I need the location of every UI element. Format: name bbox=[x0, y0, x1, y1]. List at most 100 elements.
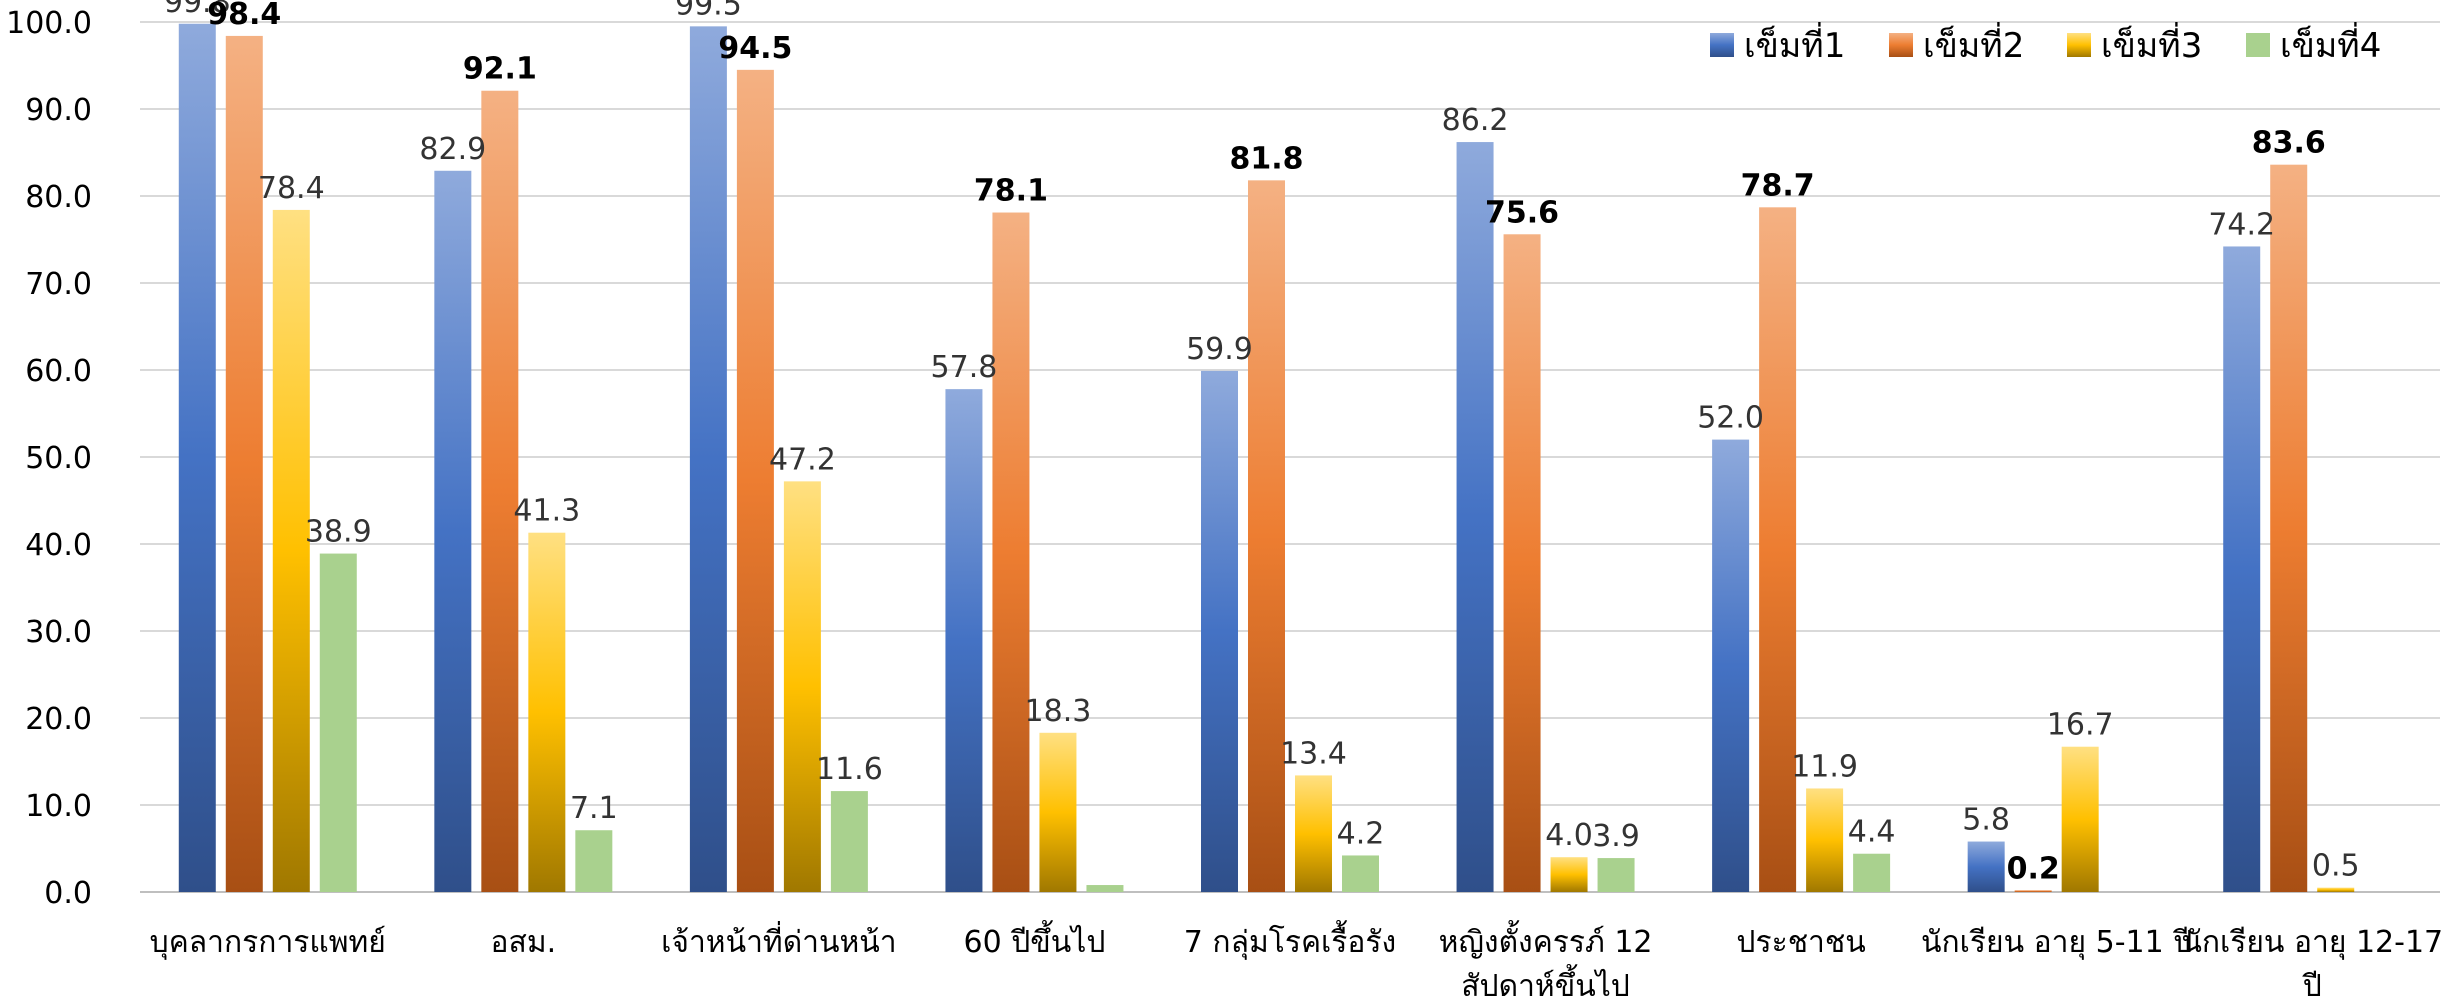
y-tick-label: 100.0 bbox=[6, 6, 92, 41]
category-label: ประชาชน bbox=[1736, 925, 1865, 960]
data-label: 81.8 bbox=[1229, 141, 1303, 176]
y-tick-label: 80.0 bbox=[25, 180, 92, 215]
bar bbox=[1967, 841, 2005, 892]
data-label: 75.6 bbox=[1485, 195, 1559, 230]
data-label: 74.2 bbox=[2208, 207, 2275, 242]
bar bbox=[272, 209, 310, 893]
data-label: 86.2 bbox=[1442, 103, 1509, 138]
y-tick-label: 30.0 bbox=[25, 615, 92, 650]
bar bbox=[1039, 732, 1077, 892]
bar bbox=[2061, 746, 2099, 892]
data-label: 98.4 bbox=[207, 0, 281, 32]
bar bbox=[783, 481, 821, 892]
y-axis-tick-labels: 0.0 10.0 20.0 30.0 40.0 50.0 60.0 70.0 80.0 90.0 1… bbox=[6, 6, 92, 911]
category-label: นักเรียน อายุ 5-11 ปี bbox=[1921, 925, 2192, 961]
data-label: 4.0 bbox=[1545, 818, 1593, 853]
bar bbox=[830, 791, 868, 892]
data-label: 82.9 bbox=[419, 132, 486, 167]
legend-swatch bbox=[2067, 33, 2091, 57]
bar bbox=[528, 532, 566, 892]
legend-label: เข็มที่2 bbox=[1923, 22, 2024, 66]
legend-item: เข็มที่1 bbox=[1710, 22, 1845, 66]
category-label: บุคลากรการแพทย์ bbox=[150, 925, 386, 961]
bar bbox=[575, 830, 613, 892]
data-label: 5.8 bbox=[1962, 803, 2010, 838]
bar bbox=[1295, 775, 1332, 892]
legend-swatch bbox=[1710, 33, 1734, 57]
data-label: 13.4 bbox=[1280, 736, 1347, 771]
bar bbox=[2317, 887, 2355, 892]
data-label: 59.9 bbox=[1186, 332, 1253, 367]
y-tick-label: 50.0 bbox=[25, 441, 92, 476]
bar bbox=[1248, 180, 1285, 893]
bar bbox=[1712, 439, 1750, 892]
bars bbox=[178, 23, 2355, 893]
y-tick-label: 40.0 bbox=[25, 528, 92, 563]
category-label: 60 ปีขึ้นไป bbox=[963, 920, 1105, 960]
y-tick-label: 70.0 bbox=[25, 267, 92, 302]
data-label: 57.8 bbox=[931, 350, 998, 385]
legend-label: เข็มที่3 bbox=[2101, 22, 2202, 66]
legend-item: เข็มที่3 bbox=[2067, 22, 2202, 66]
data-label: 11.9 bbox=[1791, 749, 1858, 784]
data-label: 92.1 bbox=[463, 52, 537, 87]
data-label: 11.6 bbox=[816, 752, 883, 787]
data-label: 78.1 bbox=[974, 174, 1048, 209]
bar bbox=[178, 23, 216, 893]
category-label: เจ้าหน้าที่ด่านหน้า bbox=[661, 921, 897, 960]
data-label: 78.4 bbox=[258, 171, 325, 206]
y-tick-label: 90.0 bbox=[25, 93, 92, 128]
bar bbox=[1342, 855, 1379, 892]
bar bbox=[1597, 858, 1635, 892]
legend-swatch bbox=[1889, 33, 1913, 57]
bar bbox=[1853, 853, 1891, 892]
data-label: 18.3 bbox=[1025, 694, 1092, 729]
data-label: 7.1 bbox=[570, 791, 618, 826]
bar bbox=[736, 69, 774, 893]
data-label: 78.7 bbox=[1741, 168, 1815, 203]
bar bbox=[945, 389, 983, 892]
y-tick-label: 10.0 bbox=[25, 789, 92, 824]
bar bbox=[2223, 246, 2261, 892]
bar bbox=[1759, 207, 1797, 892]
bar bbox=[225, 35, 263, 893]
bar bbox=[1201, 370, 1238, 892]
category-label: 7 กลุ่มโรคเรื้อรัง bbox=[1184, 920, 1396, 961]
data-label: 0.2 bbox=[2007, 851, 2060, 886]
y-tick-label: 60.0 bbox=[25, 354, 92, 389]
bar bbox=[1456, 142, 1494, 892]
gridlines bbox=[140, 21, 2440, 893]
x-axis-category-labels: บุคลากรการแพทย์ อสม. เจ้าหน้าที่ด่านหน้า 60… bbox=[150, 920, 2443, 1004]
y-tick-label: 20.0 bbox=[25, 702, 92, 737]
bar bbox=[2014, 890, 2052, 892]
bar bbox=[434, 170, 472, 892]
bar bbox=[689, 26, 727, 893]
data-label: 41.3 bbox=[513, 494, 580, 529]
data-label: 38.9 bbox=[305, 515, 372, 550]
category-label: หญิงตั้งครรภ์ 12 สัปดาห์ขึ้นไป bbox=[1439, 920, 1653, 1004]
legend-item: เข็มที่4 bbox=[2246, 22, 2381, 66]
legend-swatch bbox=[2246, 33, 2270, 57]
category-label: นักเรียน อายุ 12-17 ปี bbox=[2181, 925, 2443, 1004]
data-labels: 99.898.4 78.4 38.9 82.9 92.1 41.3 7.1 99.5 94.5 4… bbox=[164, 0, 2360, 886]
bar bbox=[319, 553, 357, 892]
y-tick-label: 0.0 bbox=[44, 876, 92, 911]
bar bbox=[1503, 234, 1541, 892]
data-label: 0.5 bbox=[2312, 849, 2360, 884]
legend-label: เข็มที่4 bbox=[2280, 22, 2381, 66]
legend: เข็มที่1 เข็มที่2 เข็มที่3 เข็มที่4 bbox=[1710, 22, 2381, 66]
data-label: 3.9 bbox=[1592, 819, 1640, 854]
data-label: 83.6 bbox=[2252, 126, 2326, 161]
data-label: 4.2 bbox=[1337, 816, 1385, 851]
legend-label: เข็มที่1 bbox=[1744, 22, 1845, 66]
bar bbox=[481, 90, 519, 893]
data-label: 99.8 bbox=[164, 0, 231, 20]
data-label: 52.0 bbox=[1697, 401, 1764, 436]
data-label: 99.5 bbox=[675, 0, 742, 22]
category-label: อสม. bbox=[491, 925, 557, 960]
legend-item: เข็มที่2 bbox=[1889, 22, 2024, 66]
data-label: 47.2 bbox=[769, 442, 836, 477]
data-label: 16.7 bbox=[2047, 708, 2114, 743]
bar bbox=[1086, 885, 1124, 892]
